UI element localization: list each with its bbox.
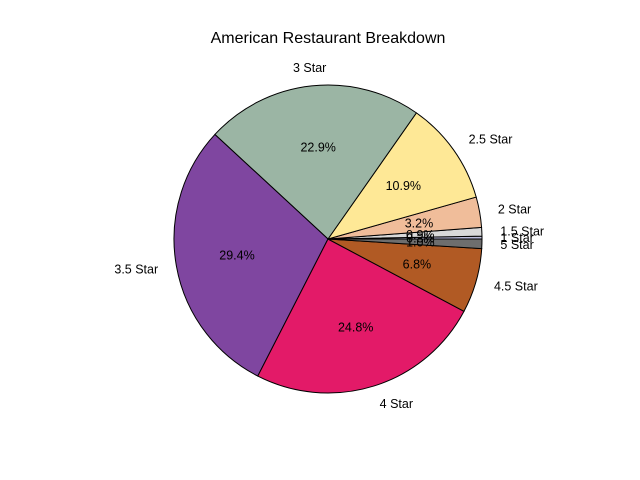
pct-label-5-star: 1.0% bbox=[406, 235, 435, 249]
pie-slice-2-5-star bbox=[326, 112, 477, 240]
pie-slice-5-star bbox=[327, 238, 483, 250]
category-label-1-5-star: 1.5 Star bbox=[500, 224, 544, 238]
pie-percent-labels: 0.3%0.9%3.2% 10.9% 22.9% 29.4% 24.8% 6.8% 1.0% bbox=[219, 141, 434, 335]
category-label-4-5-star: 4.5 Star bbox=[494, 279, 538, 293]
pct-label-1-5-star: 0.9% bbox=[406, 228, 435, 242]
category-label-5-star: 5 Star bbox=[500, 238, 533, 252]
chart-title: American Restaurant Breakdown bbox=[211, 30, 446, 47]
category-label-3-5-star: 3.5 Star bbox=[114, 263, 158, 277]
pct-label-2-5-star: 10.9% bbox=[386, 179, 421, 193]
pct-label-4-5-star: 6.8% bbox=[403, 258, 432, 272]
pct-label-1-star: 0.3% bbox=[406, 232, 435, 246]
pct-label-4-star: 24.8% bbox=[338, 321, 373, 335]
category-label-2-star: 2 Star bbox=[498, 202, 531, 216]
category-label-3-star: 3 Star bbox=[293, 61, 326, 75]
pie-slice-3-star bbox=[214, 84, 418, 240]
pie-slice-3-5-star bbox=[173, 133, 329, 377]
pct-label-3-5-star: 29.4% bbox=[219, 249, 254, 263]
category-label-2-5-star: 2.5 Star bbox=[469, 133, 513, 147]
category-label-4-star: 4 Star bbox=[380, 397, 413, 411]
pie-slices bbox=[173, 84, 483, 394]
pie-slice-4-star bbox=[257, 238, 465, 394]
pct-label-3-star: 22.9% bbox=[300, 141, 335, 155]
pct-label-2-star: 3.2% bbox=[405, 216, 434, 230]
category-label-1-star: 1 Star bbox=[500, 231, 533, 245]
